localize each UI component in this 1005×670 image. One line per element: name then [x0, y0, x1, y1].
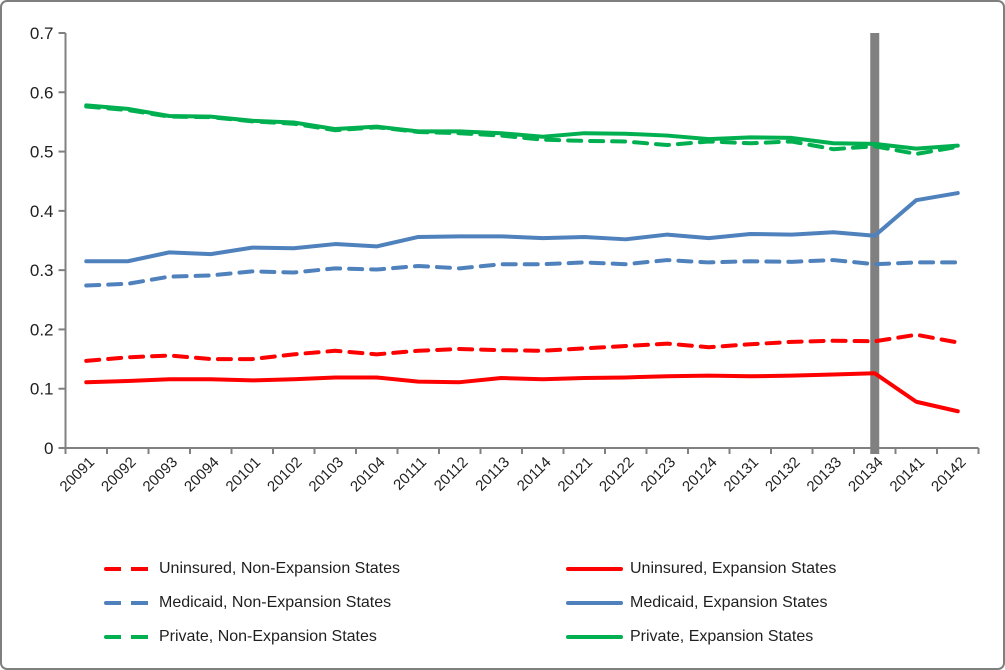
- legend-label: Uninsured, Expansion States: [630, 560, 837, 577]
- x-tick-label: 20114: [514, 454, 555, 495]
- uninsured-expansion-line-sample: [566, 567, 623, 571]
- coverage-rate-chart: 0 0.1 0.2 0.3 0.4 0.5 0.6 0.7 20091 20092 20093 200…: [30, 24, 980, 496]
- x-tick-label: 20133: [804, 454, 846, 496]
- y-tick-label: 0.2: [30, 320, 54, 339]
- expansion-marker-bar: [870, 33, 880, 454]
- y-tick-label: 0.6: [30, 83, 54, 102]
- legend-item-uninsured-non-expansion: Uninsured, Non-Expansion States: [104, 558, 566, 580]
- x-tick-label: 20102: [264, 454, 306, 496]
- y-tick-label: 0.5: [30, 143, 54, 162]
- series-line-medicaid-expansion-states: [84, 191, 960, 264]
- y-tick-label: 0.1: [30, 380, 54, 399]
- series-line-private-expansion-states: [84, 103, 960, 151]
- private-expansion-line-sample: [566, 635, 623, 639]
- x-tick-label: 20113: [472, 454, 513, 495]
- series-line-private-non-expansion-states: [84, 104, 960, 156]
- legend-item-uninsured-expansion: Uninsured, Expansion States: [566, 558, 836, 580]
- x-tick-label: 20093: [140, 454, 182, 496]
- chart-legend: Uninsured, Non-Expansion States Uninsure…: [104, 558, 836, 648]
- legend-label: Private, Expansion States: [630, 628, 814, 645]
- x-tick-label: 20103: [306, 454, 348, 496]
- x-tick-label: 20091: [57, 454, 99, 496]
- uninsured-non-expansion-line-sample: [104, 567, 152, 571]
- legend-item-medicaid-expansion: Medicaid, Expansion States: [566, 592, 836, 614]
- x-tick-label: 20142: [928, 454, 970, 496]
- x-tick-label: 20092: [98, 454, 140, 496]
- x-tick-label: 20111: [390, 454, 430, 494]
- legend-item-medicaid-non-expansion: Medicaid, Non-Expansion States: [104, 592, 566, 614]
- x-tick-label: 20121: [555, 454, 597, 496]
- x-tick-label: 20141: [887, 454, 929, 496]
- x-tick-label: 20122: [596, 454, 638, 496]
- series-line-uninsured-non-expansion-states: [84, 332, 960, 363]
- x-tick-label: 20123: [638, 454, 680, 496]
- legend-label: Medicaid, Non-Expansion States: [159, 594, 392, 611]
- legend-label: Medicaid, Expansion States: [630, 594, 828, 611]
- x-tick-label: 20112: [431, 454, 472, 495]
- legend-item-private-non-expansion: Private, Non-Expansion States: [104, 626, 566, 648]
- y-tick-label: 0.3: [30, 261, 54, 280]
- private-non-expansion-line-sample: [104, 635, 152, 639]
- x-tick-label: 20124: [679, 454, 721, 496]
- x-tick-label: 20094: [181, 454, 223, 496]
- medicaid-non-expansion-line-sample: [104, 601, 152, 605]
- y-tick-label: 0.7: [30, 24, 54, 43]
- medicaid-expansion-line-sample: [566, 601, 623, 605]
- x-tick-label: 20101: [223, 454, 265, 496]
- legend-label: Uninsured, Non-Expansion States: [159, 560, 401, 577]
- y-tick-label: 0.4: [30, 202, 54, 221]
- x-tick-label: 20132: [762, 454, 804, 496]
- legend-label: Private, Non-Expansion States: [159, 628, 377, 645]
- legend-item-private-expansion: Private, Expansion States: [566, 626, 836, 648]
- x-tick-label: 20131: [721, 454, 763, 496]
- y-tick-label: 0: [44, 439, 53, 458]
- x-tick-label: 20104: [347, 454, 389, 496]
- series-line-uninsured-expansion-states: [84, 371, 960, 414]
- x-tick-label: 20134: [845, 454, 887, 496]
- series-line-medicaid-non-expansion-states: [84, 258, 960, 288]
